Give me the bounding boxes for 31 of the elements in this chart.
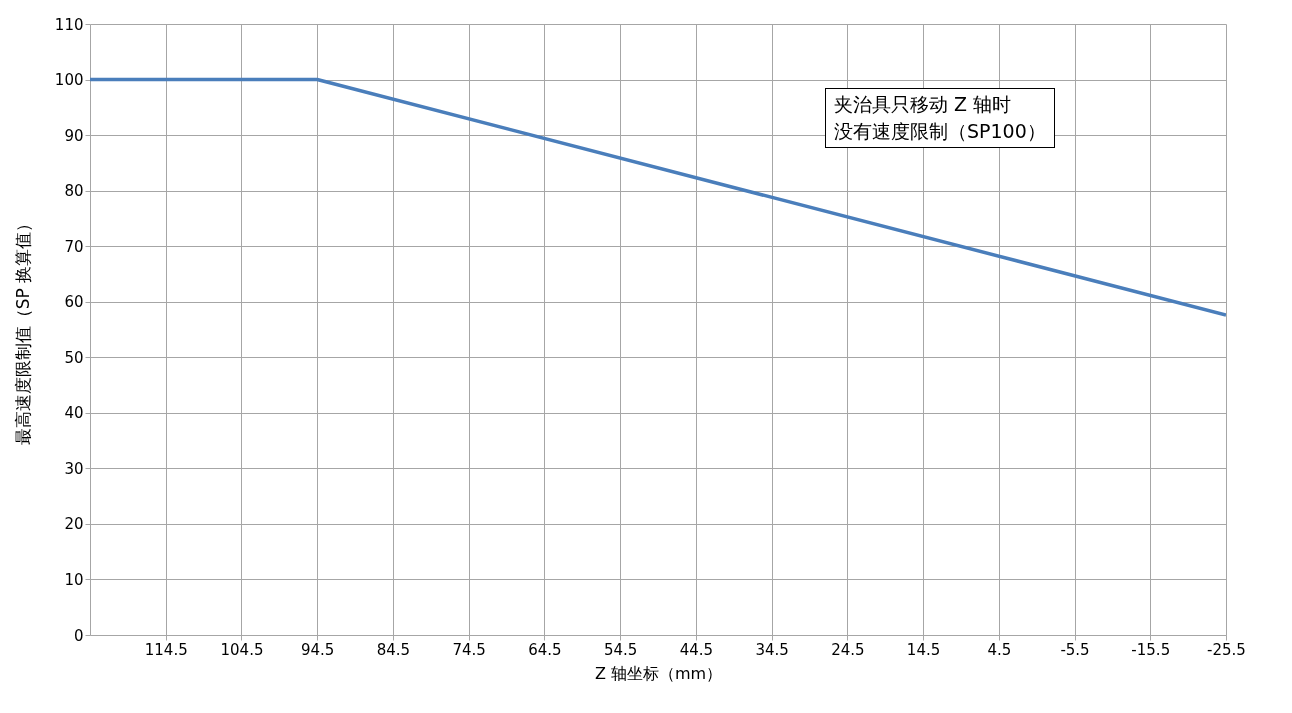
y-tick-label: 50 — [64, 348, 84, 367]
y-tick-label: 40 — [64, 404, 84, 423]
x-tick-label: -5.5 — [1060, 640, 1090, 659]
x-tick-label: 64.5 — [528, 640, 562, 659]
x-axis-title: Z 轴坐标（mm） — [594, 663, 723, 683]
y-tick-label: 20 — [64, 515, 84, 534]
annotation: 夹治具只移动 Z 轴时 — [834, 92, 1013, 117]
y-axis-title: 最高速度限制值（SP 换算值） — [12, 214, 33, 446]
y-tick-label: 30 — [64, 459, 84, 478]
y-tick-label: 100 — [54, 71, 84, 90]
x-tick-label: 114.5 — [144, 640, 188, 659]
x-tick-label: 44.5 — [679, 640, 714, 659]
y-tick-label: 0 — [73, 626, 84, 645]
y-tick-label: 60 — [64, 293, 84, 312]
annotation: 没有速度限制（SP100） — [834, 119, 1046, 144]
x-tick-label: 14.5 — [906, 640, 941, 659]
y-tick-label: 70 — [64, 237, 84, 256]
x-tick-label: 104.5 — [220, 640, 264, 659]
x-tick-label: 94.5 — [301, 640, 335, 659]
x-tick-label: 74.5 — [452, 640, 486, 659]
x-tick-label: 54.5 — [603, 640, 638, 659]
x-tick-label: 24.5 — [831, 640, 865, 659]
x-tick-label: 34.5 — [755, 640, 789, 659]
x-tick-label: -15.5 — [1131, 640, 1171, 659]
y-tick-label: 90 — [64, 126, 84, 145]
y-tick-label: 80 — [64, 182, 84, 201]
x-tick-label: 84.5 — [376, 640, 411, 659]
y-tick-label: 110 — [54, 15, 84, 34]
x-tick-label: -25.5 — [1207, 640, 1246, 659]
x-tick-label: 4.5 — [987, 640, 1012, 659]
y-tick-label: 10 — [64, 570, 84, 589]
